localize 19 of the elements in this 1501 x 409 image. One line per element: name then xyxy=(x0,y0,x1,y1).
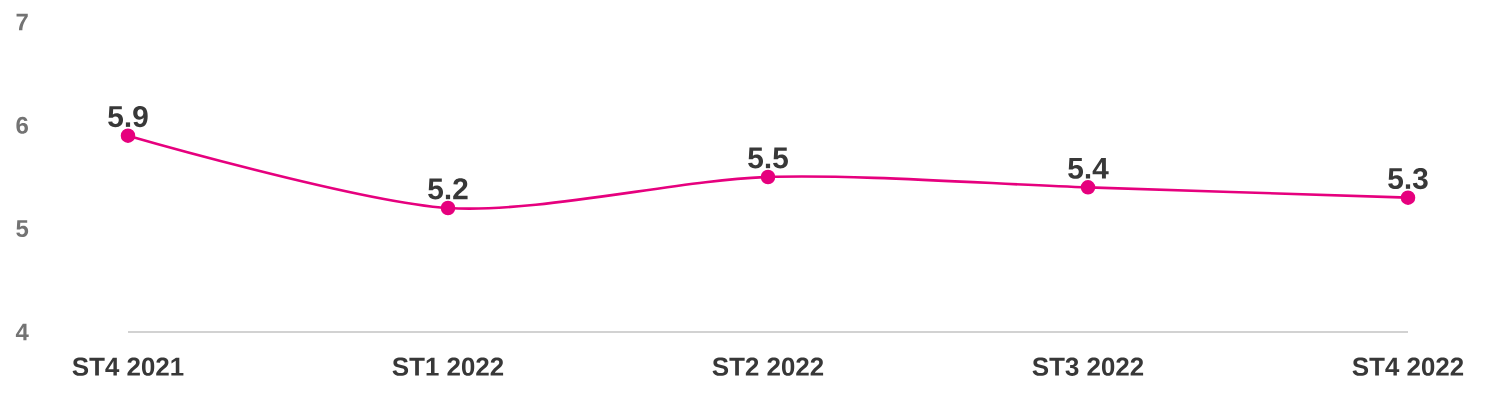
point xyxy=(760,169,776,185)
data-label: 5.2 xyxy=(428,178,468,200)
x-tick-label: ST1 2022 xyxy=(392,357,504,376)
point xyxy=(1080,180,1096,195)
point xyxy=(1400,190,1416,205)
data-label: 5.3 xyxy=(1388,167,1428,190)
y-tick-label: 7 xyxy=(16,13,28,31)
x-tick-label: ST4 2021 xyxy=(72,357,184,376)
y-tick-label: 4 xyxy=(15,323,29,341)
x-tick-label: ST3 2022 xyxy=(1032,357,1144,376)
y-tick-label: 6 xyxy=(16,116,28,134)
x-tick-label: ST2 2022 xyxy=(712,357,824,376)
y-tick-label: 5 xyxy=(16,220,29,238)
point xyxy=(120,128,136,143)
data-label: 5.4 xyxy=(1068,157,1109,179)
x-tick-label: ST4 2022 xyxy=(1352,357,1464,376)
data-label: 5.5 xyxy=(748,147,788,169)
data-label: 5.9 xyxy=(108,105,148,128)
point xyxy=(440,200,456,216)
